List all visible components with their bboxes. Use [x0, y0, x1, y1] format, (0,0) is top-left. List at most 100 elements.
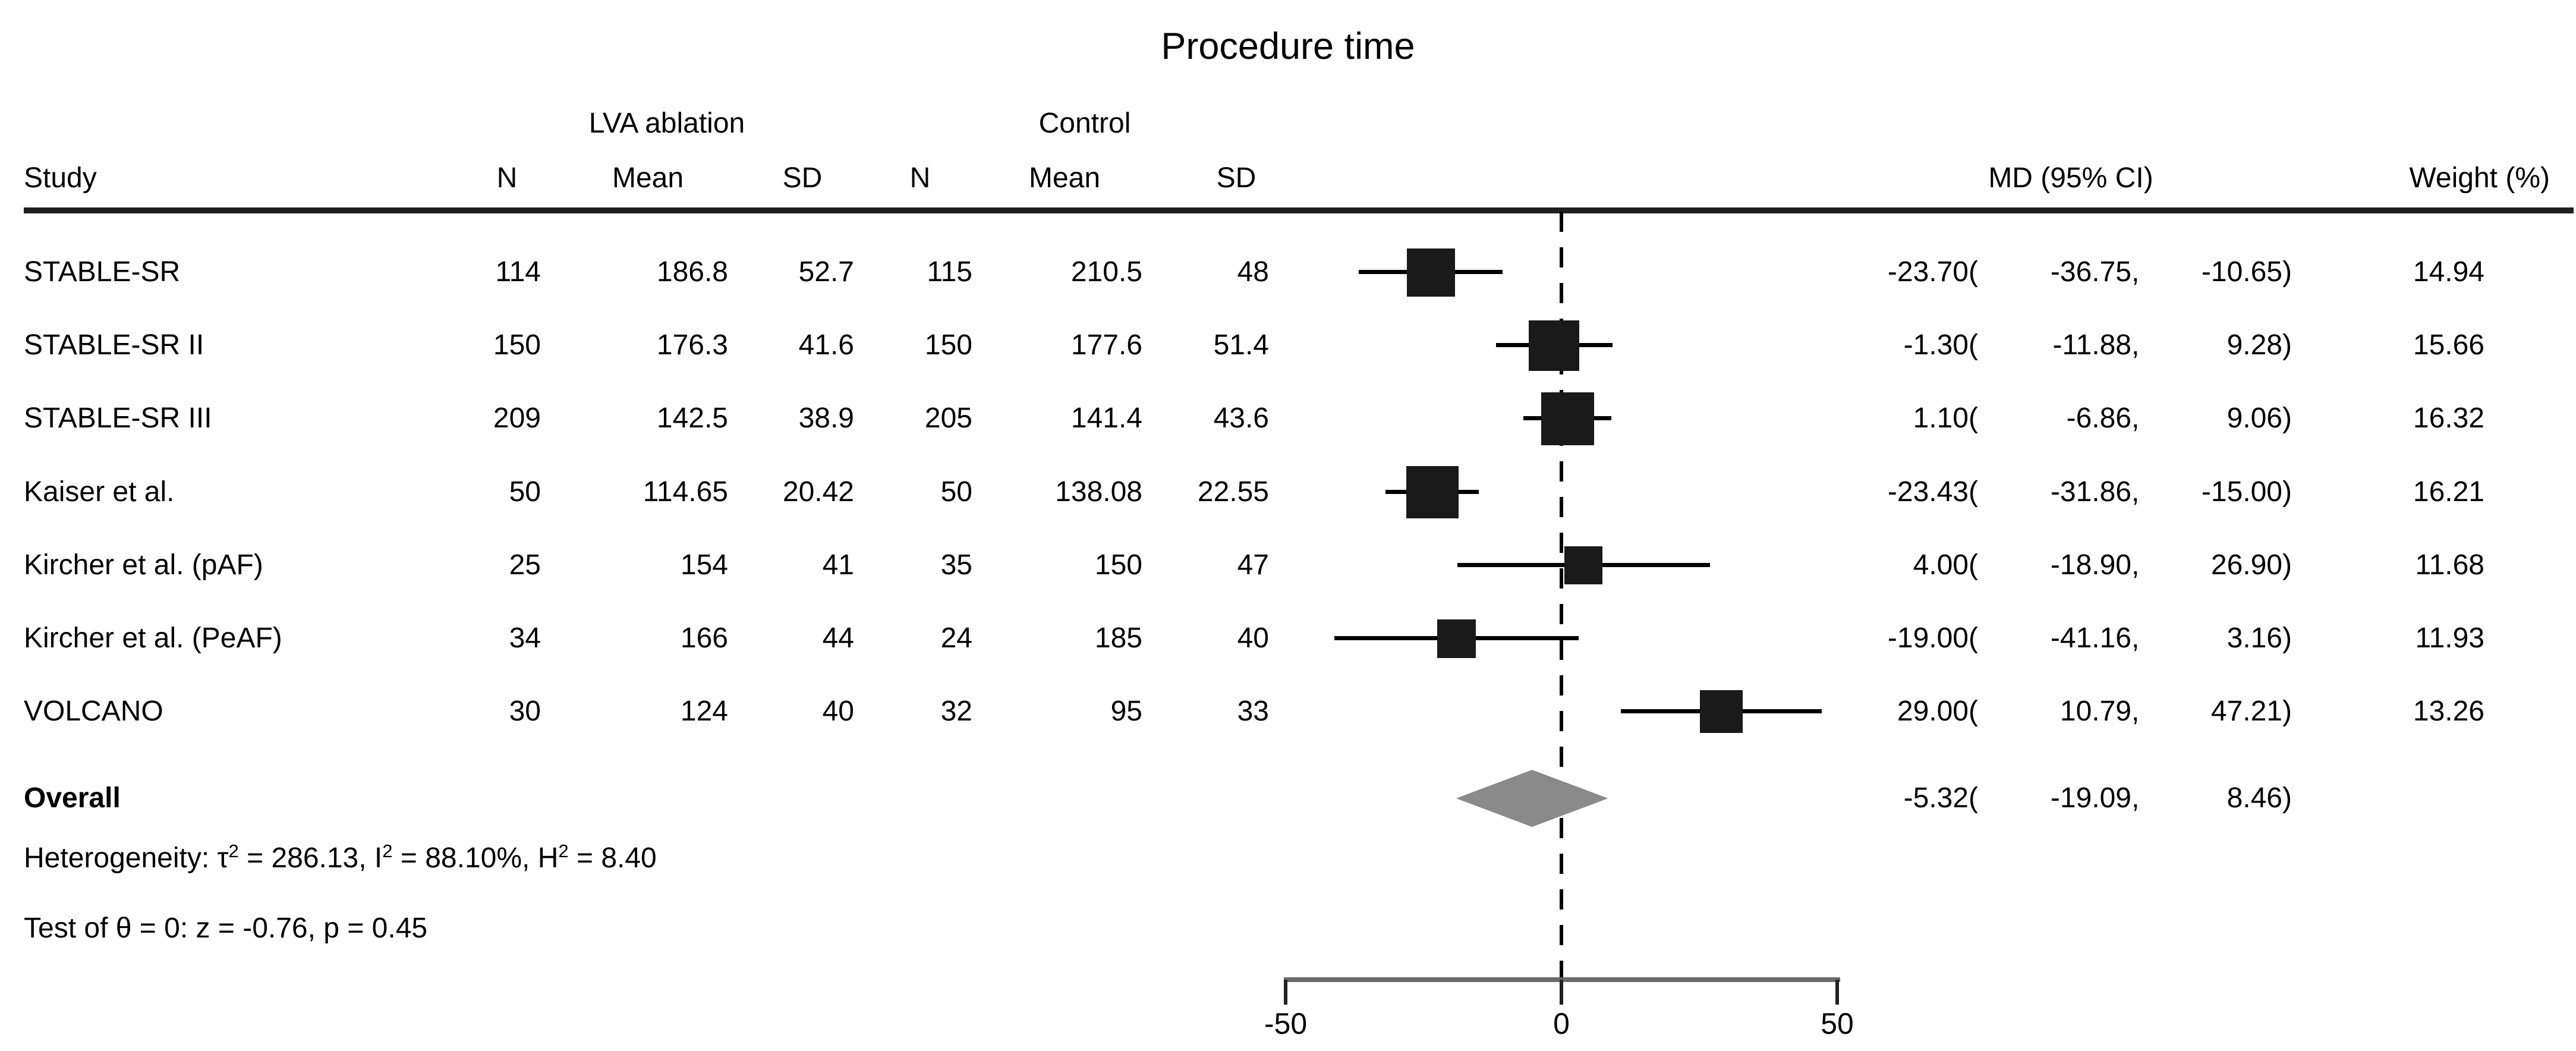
paren-open-icon: ( — [1969, 476, 1978, 508]
ci-upper-bound: 9.28 — [2227, 329, 2282, 361]
comma-separator: , — [2131, 402, 2140, 435]
control-mean-cell: 150 — [1094, 549, 1142, 581]
effect-size-square — [1406, 248, 1455, 297]
tau-squared-exponent: 2 — [228, 841, 239, 861]
weight-cell: 16.32 — [2413, 402, 2484, 435]
lva-sd-cell: 41 — [822, 549, 854, 581]
x-axis-tick — [1560, 980, 1563, 1005]
effect-size-square — [1564, 546, 1603, 584]
paren-close-icon: ) — [2282, 549, 2292, 581]
header-rule — [24, 207, 2574, 213]
paren-close-icon: ) — [2282, 782, 2292, 814]
md-ci-row: -19.00(-41.16, 3.16) — [1777, 621, 2300, 656]
ci-upper-bound: 8.46 — [2227, 782, 2282, 814]
ci-upper-bound: -10.65 — [2201, 256, 2282, 288]
comma-separator: , — [2131, 329, 2140, 361]
group-header-lva-ablation: LVA ablation — [588, 108, 745, 139]
lva-sd-cell: 20.42 — [782, 476, 854, 508]
control-sd-cell: 22.55 — [1197, 476, 1269, 508]
effect-size-square — [1406, 465, 1459, 518]
paren-close-icon: ) — [2282, 256, 2292, 288]
control-mean-cell: 185 — [1094, 622, 1142, 654]
column-header-weight: Weight (%) — [2409, 162, 2550, 194]
comma-separator: , — [2131, 782, 2140, 814]
control-mean-cell: 138.08 — [1055, 476, 1142, 508]
weight-cell: 13.26 — [2413, 696, 2484, 728]
weight-cell: 14.94 — [2413, 256, 2484, 288]
weight-cell: 11.93 — [2415, 622, 2484, 654]
column-header-control-mean: Mean — [1028, 162, 1101, 194]
x-axis-tick-label: 0 — [1553, 1007, 1570, 1040]
effect-size-square — [1529, 320, 1580, 371]
control-mean-cell: 210.5 — [1070, 256, 1142, 288]
heterogeneity-text: Heterogeneity: τ — [24, 842, 229, 874]
md-ci-row: -23.43(-31.86, -15.00) — [1777, 474, 2300, 510]
test-of-theta-line: Test of θ = 0: z = -0.76, p = 0.45 — [24, 912, 428, 944]
control-sd-cell: 33 — [1237, 696, 1269, 728]
study-name-cell: STABLE-SR II — [24, 329, 204, 361]
paren-open-icon: ( — [1969, 622, 1978, 654]
x-axis-tick-label: -50 — [1264, 1007, 1308, 1040]
paren-open-icon: ( — [1969, 549, 1978, 581]
paren-open-icon: ( — [1969, 256, 1978, 288]
lva-sd-cell: 38.9 — [798, 402, 854, 435]
md-estimate: -19.00 — [1887, 622, 1969, 654]
column-header-lva-n: N — [496, 162, 518, 194]
study-name-cell: VOLCANO — [24, 696, 163, 728]
lva-mean-cell: 114.65 — [643, 476, 728, 508]
lva-sd-cell: 41.6 — [798, 329, 854, 361]
md-ci-row: -23.70( -36.75, -10.65) — [1777, 254, 2300, 290]
md-ci-row: 29.00(10.79, 47.21) — [1777, 694, 2300, 729]
md-estimate: -5.32 — [1903, 782, 1969, 814]
ci-upper-bound: 9.06 — [2227, 402, 2282, 435]
control-sd-cell: 51.4 — [1213, 329, 1269, 361]
lva-mean-cell: 142.5 — [656, 402, 728, 435]
lva-sd-cell: 52.7 — [798, 256, 854, 288]
group-header-control: Control — [1038, 108, 1131, 139]
study-name-cell: STABLE-SR III — [24, 402, 212, 435]
lva-mean-cell: 166 — [680, 622, 728, 654]
weight-cell: 16.21 — [2413, 476, 2484, 508]
control-mean-cell: 177.6 — [1070, 329, 1142, 361]
paren-close-icon: ) — [2282, 696, 2292, 728]
study-name-cell: STABLE-SR — [24, 256, 181, 288]
lva-mean-cell: 124 — [680, 696, 728, 728]
lva-sd-cell: 40 — [822, 696, 854, 728]
ci-upper-bound: 3.16 — [2227, 622, 2282, 654]
lva-n-cell: 114 — [495, 256, 541, 288]
lva-n-cell: 209 — [493, 402, 541, 435]
control-n-cell: 205 — [924, 402, 972, 435]
lva-sd-cell: 44 — [822, 622, 854, 654]
figure-title: Procedure time — [1161, 26, 1415, 67]
h-squared-exponent: 2 — [558, 841, 569, 861]
weight-cell: 11.68 — [2415, 549, 2484, 581]
ci-lower-bound: -11.88 — [2052, 329, 2131, 361]
column-header-control-n: N — [909, 162, 931, 194]
lva-n-cell: 50 — [509, 476, 541, 508]
control-mean-cell: 95 — [1110, 696, 1142, 728]
overall-md-ci-row: -5.32(-19.09, 8.46) — [1777, 781, 2300, 816]
heterogeneity-line: Heterogeneity: τ2 = 286.13, I2 = 88.10%,… — [24, 839, 657, 877]
ci-lower-bound: -36.75 — [2050, 256, 2131, 288]
control-sd-cell: 40 — [1237, 622, 1269, 654]
ci-lower-bound: -19.09 — [2050, 782, 2131, 814]
effect-size-square — [1437, 619, 1476, 658]
md-estimate: -23.70 — [1887, 256, 1969, 288]
lva-mean-cell: 176.3 — [656, 329, 728, 361]
md-estimate: 1.10 — [1913, 402, 1969, 435]
paren-open-icon: ( — [1969, 402, 1978, 435]
control-sd-cell: 47 — [1237, 549, 1269, 581]
md-ci-row: 4.00(-18.90, 26.90) — [1777, 547, 2300, 583]
heterogeneity-text: = 88.10%, H — [392, 842, 559, 874]
ci-lower-bound: -18.90 — [2050, 549, 2131, 581]
column-header-lva-sd: SD — [782, 162, 823, 194]
md-ci-row: -1.30(-11.88, 9.28) — [1777, 328, 2300, 363]
paren-close-icon: ) — [2282, 329, 2292, 361]
ci-lower-bound: 10.79 — [2059, 696, 2131, 728]
x-axis-tick — [1835, 980, 1839, 1005]
heterogeneity-text: = 286.13, I — [238, 842, 383, 874]
ci-upper-bound: 47.21 — [2210, 696, 2282, 728]
comma-separator: , — [2131, 256, 2140, 288]
ci-upper-bound: 26.90 — [2210, 549, 2282, 581]
